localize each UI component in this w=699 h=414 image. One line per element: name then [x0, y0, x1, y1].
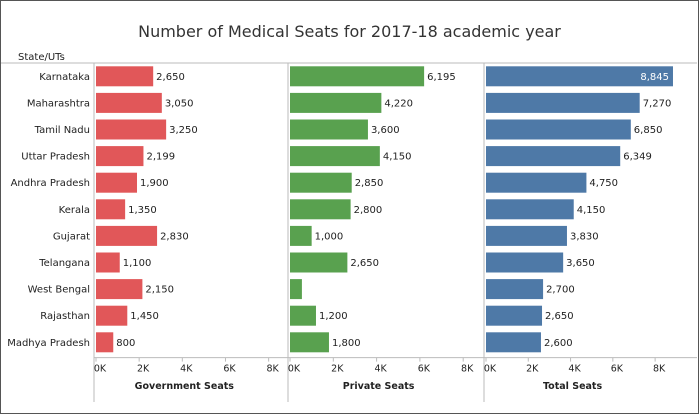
- government-bar: [96, 119, 167, 140]
- total-bar: [486, 225, 567, 246]
- total-value-label: 4,750: [589, 178, 618, 189]
- government-value-label: 800: [116, 338, 135, 349]
- private-bar: [290, 66, 425, 87]
- total-bar: [486, 199, 574, 220]
- government-value-label: 2,199: [146, 152, 175, 163]
- private-bar: [290, 119, 368, 140]
- total-value-label: 2,700: [546, 285, 575, 296]
- government-bar: [96, 199, 126, 220]
- x-tick-label: 4K: [374, 364, 387, 375]
- private-value-label: 2,650: [350, 258, 379, 269]
- category-label: Maharashtra: [27, 98, 90, 109]
- government-bar: [96, 252, 120, 273]
- government-bar: [96, 66, 154, 87]
- government-bar: [96, 172, 138, 193]
- private-bar: [290, 146, 380, 167]
- x-tick-label: 4K: [180, 364, 193, 375]
- total-value-label: 8,845: [640, 72, 669, 83]
- total-value-label: 4,150: [577, 205, 606, 216]
- x-tick-label: 0K: [484, 364, 497, 375]
- x-tick-label: 0K: [288, 364, 301, 375]
- government-value-label: 2,830: [160, 231, 189, 242]
- chart-title: Number of Medical Seats for 2017-18 acad…: [138, 22, 561, 41]
- total-bar: [486, 66, 673, 87]
- private-bar: [290, 172, 352, 193]
- private-value-label: 3,600: [371, 125, 400, 136]
- government-bar: [96, 146, 144, 167]
- category-label: Tamil Nadu: [34, 125, 90, 136]
- category-label: Telangana: [38, 258, 90, 269]
- x-tick-label: 4K: [568, 364, 581, 375]
- total-bar: [486, 172, 587, 193]
- private-value-label: 1,200: [319, 311, 348, 322]
- private-bar: [290, 225, 312, 246]
- total-value-label: 3,650: [566, 258, 595, 269]
- category-label: Andhra Pradesh: [11, 178, 90, 189]
- category-label: West Bengal: [28, 285, 90, 296]
- category-label: Gujarat: [53, 231, 90, 242]
- government-value-label: 2,150: [145, 285, 174, 296]
- private-value-label: 4,220: [384, 98, 413, 109]
- x-tick-label: 6K: [418, 364, 431, 375]
- total-bar: [486, 305, 543, 326]
- government-bar: [96, 225, 158, 246]
- category-label: Rajasthan: [40, 311, 90, 322]
- private-axis-title: Private Seats: [343, 381, 415, 392]
- x-tick-label: 2K: [331, 364, 344, 375]
- x-tick-label: 6K: [611, 364, 624, 375]
- private-value-label: 6,195: [427, 72, 456, 83]
- government-axis-title: Government Seats: [135, 381, 235, 392]
- government-bar: [96, 332, 114, 353]
- government-value-label: 3,050: [165, 98, 194, 109]
- category-label: Madhya Pradesh: [7, 338, 90, 349]
- private-value-label: 2,850: [355, 178, 384, 189]
- private-bar: [290, 332, 329, 353]
- total-value-label: 6,349: [623, 152, 652, 163]
- government-bar: [96, 279, 143, 300]
- x-tick-label: 8K: [461, 364, 474, 375]
- government-value-label: 2,650: [156, 72, 185, 83]
- government-bar: [96, 92, 162, 113]
- row-header: State/UTs: [18, 52, 65, 63]
- private-value-label: 1,000: [315, 231, 344, 242]
- private-bar: [290, 305, 316, 326]
- government-bar: [96, 305, 128, 326]
- x-tick-label: 0K: [94, 364, 107, 375]
- government-value-label: 1,900: [140, 178, 169, 189]
- private-bar: [290, 279, 302, 300]
- total-bar: [486, 252, 564, 273]
- government-value-label: 1,450: [130, 311, 159, 322]
- total-value-label: 7,270: [643, 98, 672, 109]
- total-axis-title: Total Seats: [543, 381, 602, 392]
- category-label: Uttar Pradesh: [21, 152, 90, 163]
- category-label: Karnataka: [39, 72, 90, 83]
- private-bar: [290, 199, 351, 220]
- private-value-label: 1,800: [332, 338, 361, 349]
- total-bar: [486, 146, 621, 167]
- x-tick-label: 8K: [266, 364, 279, 375]
- government-value-label: 1,350: [128, 205, 157, 216]
- total-value-label: 2,600: [544, 338, 573, 349]
- private-value-label: 2,800: [354, 205, 383, 216]
- private-bar: [290, 252, 348, 273]
- government-value-label: 3,250: [169, 125, 198, 136]
- total-bar: [486, 279, 544, 300]
- x-tick-label: 6K: [223, 364, 236, 375]
- x-tick-label: 2K: [526, 364, 539, 375]
- x-tick-label: 8K: [653, 364, 666, 375]
- total-value-label: 2,650: [545, 311, 574, 322]
- total-bar: [486, 92, 640, 113]
- private-bar: [290, 92, 382, 113]
- total-bar: [486, 119, 631, 140]
- category-label: Kerala: [59, 205, 90, 216]
- x-tick-label: 2K: [137, 364, 150, 375]
- private-value-label: 4,150: [383, 152, 412, 163]
- total-value-label: 3,830: [570, 231, 599, 242]
- total-bar: [486, 332, 541, 353]
- total-value-label: 6,850: [634, 125, 663, 136]
- government-value-label: 1,100: [123, 258, 152, 269]
